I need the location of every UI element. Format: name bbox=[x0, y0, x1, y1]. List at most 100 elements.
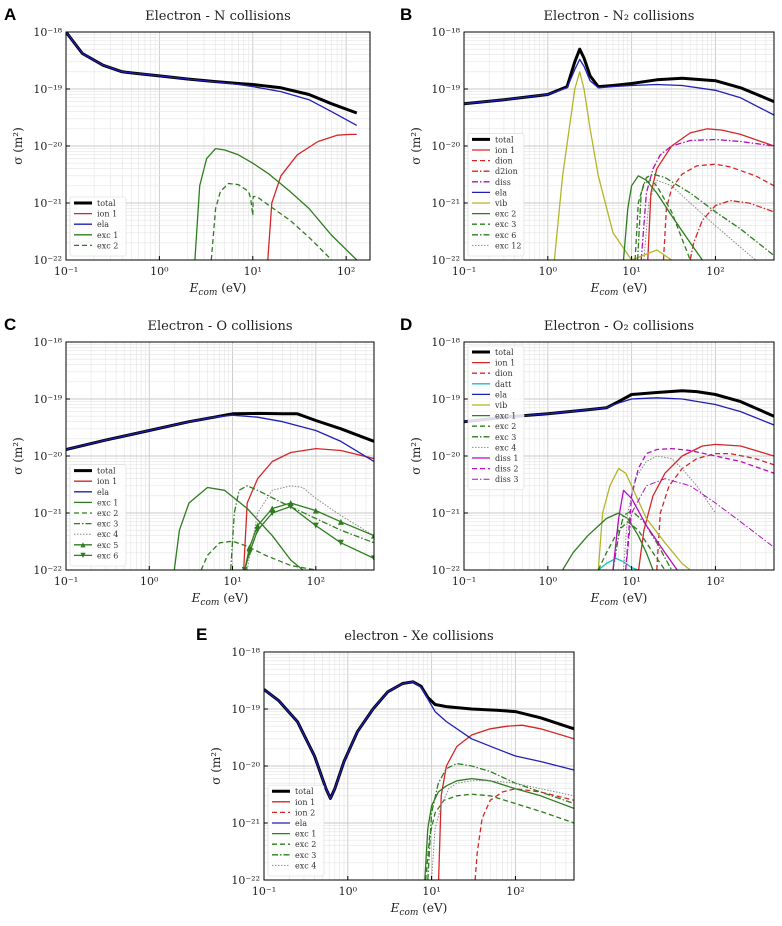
x-tick-label: 10² bbox=[706, 265, 724, 278]
y-tick-label: 10⁻²⁰ bbox=[431, 450, 460, 463]
y-axis-label: σ (m²) bbox=[11, 127, 25, 165]
series-marker bbox=[337, 518, 344, 525]
series-line-exc-4 bbox=[431, 780, 574, 880]
y-tick-label: 10⁻²⁰ bbox=[33, 140, 62, 153]
y-tick-label: 10⁻²¹ bbox=[431, 507, 460, 520]
legend-label: diss bbox=[495, 178, 511, 187]
y-tick-label: 10⁻¹⁹ bbox=[33, 83, 62, 96]
legend-label: ion 1 bbox=[495, 359, 515, 368]
series-marker bbox=[312, 522, 319, 529]
series-line-ela bbox=[264, 681, 574, 800]
legend-label: exc 2 bbox=[295, 840, 316, 849]
series-marker bbox=[371, 555, 374, 562]
legend-label: exc 1 bbox=[495, 412, 516, 421]
series-line-ion-2 bbox=[474, 788, 574, 880]
legend-label: exc 6 bbox=[495, 231, 516, 240]
series-line-exc-1 bbox=[562, 512, 654, 570]
chart-title: Electron - O₂ collisions bbox=[544, 319, 694, 334]
x-tick-label: 10² bbox=[337, 265, 355, 278]
legend-label: ela bbox=[97, 220, 109, 229]
y-tick-label: 10⁻²⁰ bbox=[231, 760, 260, 773]
series-line-diss-2 bbox=[625, 447, 774, 570]
series-marker bbox=[337, 539, 344, 546]
legend-label: exc 12 bbox=[495, 241, 521, 250]
y-tick-label: 10⁻¹⁹ bbox=[431, 83, 460, 96]
legend-label: ion 2 bbox=[295, 808, 315, 817]
legend-label: dion bbox=[495, 157, 513, 166]
legend-label: exc 4 bbox=[495, 443, 516, 452]
y-axis-label: σ (m²) bbox=[409, 127, 423, 165]
legend-label: total bbox=[495, 348, 514, 357]
legend-box bbox=[69, 464, 127, 567]
y-tick-label: 10⁻²⁰ bbox=[431, 140, 460, 153]
x-axis-label: Ecom (eV) bbox=[191, 591, 249, 608]
y-tick-label: 10⁻¹⁸ bbox=[33, 336, 62, 349]
series-line-diss-3 bbox=[625, 478, 774, 570]
grid bbox=[263, 651, 575, 881]
x-tick-label: 10⁻¹ bbox=[54, 265, 78, 278]
legend-label: ela bbox=[495, 188, 507, 197]
y-tick-label: 10⁻²⁰ bbox=[33, 450, 62, 463]
series-marker bbox=[287, 503, 294, 510]
series-line-d2ion bbox=[689, 199, 774, 260]
series-group bbox=[264, 680, 574, 880]
y-tick-label: 10⁻¹⁹ bbox=[33, 393, 62, 406]
series-line-exc-3 bbox=[612, 509, 673, 570]
y-tick-label: 10⁻²² bbox=[33, 564, 62, 577]
series-line-exc-2 bbox=[210, 182, 333, 260]
chart-panel-d: D Electron - O₂ collisions 10⁻¹ 10⁰ 10¹ 10² 10… bbox=[400, 315, 775, 608]
series-line-exc-5 bbox=[244, 502, 374, 570]
y-axis-label: σ (m²) bbox=[209, 747, 223, 785]
series-line-exc-12 bbox=[643, 179, 756, 260]
x-tick-label: 10⁰ bbox=[539, 575, 558, 588]
series-line-dion bbox=[656, 452, 774, 570]
chart-title: electron - Xe collisions bbox=[344, 629, 493, 644]
series-line-total bbox=[464, 47, 774, 106]
legend-marker bbox=[80, 552, 86, 558]
legend-label: d2ion bbox=[495, 167, 518, 176]
series-line-ion-1 bbox=[647, 128, 774, 260]
series-group bbox=[464, 47, 774, 260]
panel-letter: B bbox=[400, 5, 412, 24]
panel-letter: D bbox=[400, 315, 412, 334]
chart-panel-c: C Electron - O collisions 10⁻¹ 10⁰ 10¹ 10² 10⁻… bbox=[4, 315, 375, 608]
legend-label: exc 6 bbox=[97, 551, 118, 560]
legend-label: total bbox=[97, 199, 116, 208]
y-tick-label: 10⁻¹⁸ bbox=[33, 26, 62, 39]
series-line-exc-3 bbox=[427, 762, 574, 880]
y-tick-label: 10⁻²¹ bbox=[33, 507, 62, 520]
chart-title: Electron - O collisions bbox=[148, 319, 293, 334]
panel-letter: E bbox=[196, 625, 207, 644]
series-marker bbox=[269, 510, 276, 516]
x-tick-label: 10² bbox=[506, 885, 524, 898]
legend-label: exc 3 bbox=[495, 220, 516, 229]
y-axis-label: σ (m²) bbox=[409, 437, 423, 475]
x-axis-label: Ecom (eV) bbox=[390, 901, 448, 918]
series-line-exc-1 bbox=[173, 486, 304, 570]
legend-label: ion 1 bbox=[495, 146, 515, 155]
series-marker bbox=[254, 522, 261, 529]
series-line-exc-4 bbox=[623, 455, 716, 570]
x-tick-label: 10⁰ bbox=[140, 575, 159, 588]
grid bbox=[65, 31, 370, 261]
series-line-exc-2 bbox=[200, 540, 316, 570]
x-tick-label: 10⁻¹ bbox=[452, 575, 476, 588]
legend-label: exc 2 bbox=[97, 509, 118, 518]
series-line-exc-2 bbox=[622, 175, 703, 260]
legend-box bbox=[267, 784, 325, 877]
legend-label: exc 3 bbox=[295, 851, 316, 860]
panel-letter: A bbox=[4, 5, 16, 24]
x-tick-label: 10⁻¹ bbox=[54, 575, 78, 588]
x-axis-label: Ecom (eV) bbox=[590, 281, 648, 298]
x-tick-label: 10¹ bbox=[422, 885, 440, 898]
legend-label: diss 3 bbox=[495, 475, 519, 484]
x-tick-label: 10⁰ bbox=[150, 265, 169, 278]
series-line-total bbox=[66, 32, 358, 115]
series-line-ela bbox=[464, 58, 774, 116]
series-line-exc-1 bbox=[424, 777, 574, 880]
legend-label: total bbox=[97, 467, 116, 476]
